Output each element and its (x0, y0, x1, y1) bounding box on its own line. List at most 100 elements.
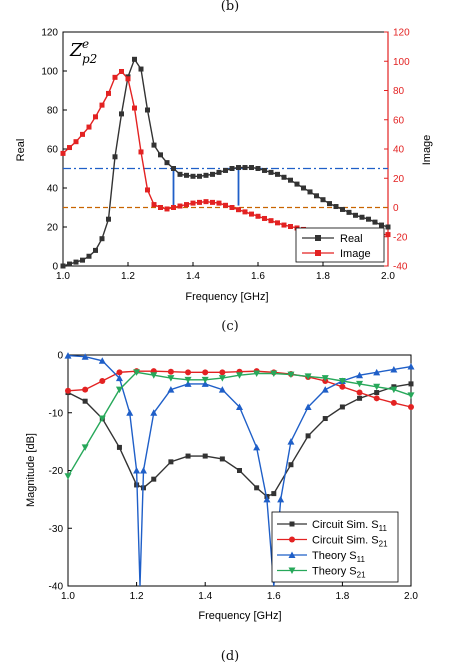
legend-image-label: Image (340, 248, 371, 260)
chart-c-point-real (119, 111, 124, 117)
chart-d-point-3 (373, 383, 381, 391)
chart-c-point-real (138, 66, 144, 72)
chart-d-point-3 (236, 372, 243, 379)
chart-c-point-image (171, 205, 176, 210)
chart-c-point-image (190, 200, 196, 206)
chart-c-point-real (132, 56, 137, 62)
chart-c-point-real (197, 173, 202, 179)
chart-d-point-1 (65, 387, 71, 394)
chart-c-xtick-label: 1.2 (121, 271, 135, 282)
chart-d-point-0 (357, 395, 363, 401)
chart-d-point-0 (237, 468, 242, 473)
chart-c-point-image (223, 202, 228, 208)
chart-c-point-image (158, 205, 163, 210)
chart-d-point-2 (277, 495, 285, 503)
chart-c-point-real (359, 214, 365, 220)
chart-c-ytick-left-label: 80 (47, 106, 59, 117)
chart-c-point-real (288, 177, 293, 183)
chart-c-point-real (67, 261, 72, 267)
chart-c-point-image (93, 114, 98, 120)
chart-c-point-image (67, 145, 72, 151)
chart-d-xtick-label: 1.8 (335, 591, 349, 602)
chart-d-point-3 (98, 415, 106, 423)
chart-c-point-real (340, 206, 345, 212)
chart-c-point-image (112, 74, 118, 80)
chart-d-point-0 (408, 381, 414, 387)
chart-c-point-image (385, 232, 391, 238)
chart-c-point-image (138, 149, 144, 155)
chart-c-ytick-right-label: 100 (393, 57, 410, 68)
chart-c-point-real (151, 142, 157, 148)
chart-c-point-real (190, 173, 196, 179)
chart-d-point-3 (167, 375, 175, 382)
chart-d-point-1 (167, 368, 174, 375)
chart-d-series-line-2 (67, 354, 412, 587)
chart-c-point-real (223, 167, 228, 173)
chart-d-point-2 (321, 386, 329, 393)
chart-c-point-image (86, 124, 92, 130)
chart-d-point-2 (167, 386, 175, 393)
chart-c-ylabel-left: Real (15, 139, 27, 162)
chart-c-point-real (229, 166, 235, 171)
chart-d-point-2 (407, 363, 415, 370)
legend-label-3: Theory S21 (312, 566, 366, 580)
chart-c-point-image (262, 215, 267, 221)
chart-d-point-0 (254, 485, 260, 491)
chart-c-point-real (255, 166, 261, 171)
chart-c-xlabel: Frequency [GHz] (185, 291, 268, 303)
chart-d-point-3 (201, 376, 209, 384)
chart-c-point-real (275, 171, 280, 177)
chart-d-point-2 (304, 403, 312, 410)
chart-c-point-real (99, 236, 105, 242)
chart-d-xtick-label: 1.4 (198, 591, 212, 602)
chart-c-point-image (164, 206, 170, 212)
chart-d-point-2 (139, 467, 147, 474)
chart-c-point-real (86, 253, 92, 259)
chart-c-point-real (294, 181, 300, 187)
chart-d-point-0 (185, 453, 191, 459)
chart-c-point-image (99, 102, 105, 108)
chart-c-point-image (281, 222, 287, 228)
chart-c-point-real (372, 219, 378, 225)
chart-d-point-2 (218, 386, 226, 393)
chart-d-point-3 (356, 380, 364, 388)
caption-b: (b) (221, 0, 239, 14)
chart-d-ytick-label: -20 (49, 466, 64, 477)
chart-d-point-3 (81, 444, 89, 451)
chart-d-point-3 (338, 377, 346, 385)
chart-d-point-0 (116, 444, 122, 450)
chart-d-ytick-label: -30 (49, 524, 64, 535)
chart-d-point-1 (185, 369, 192, 376)
chart-c-point-real (73, 259, 79, 265)
chart-c-point-image (229, 205, 235, 210)
chart-c-point-real (145, 107, 150, 113)
legend-marker-0 (289, 521, 295, 527)
chart-c-point-real (158, 152, 163, 158)
chart-d-point-0 (219, 456, 225, 462)
legend-real-marker (315, 235, 321, 241)
chart-d-point-2 (98, 357, 106, 364)
chart-c-point-image (249, 211, 254, 217)
chart-d-point-1 (202, 369, 209, 376)
chart-c-point-real (333, 204, 339, 210)
chart-c-point-image (106, 90, 111, 96)
chart-d-point-3 (150, 372, 158, 379)
chart-c-point-image (203, 199, 209, 205)
chart-d-point-2 (150, 409, 158, 416)
chart-c-point-real (106, 216, 111, 222)
chart-c-point-real (203, 172, 209, 178)
chart-c-point-real (353, 212, 358, 218)
chart-c-xtick-label: 1.0 (56, 271, 70, 282)
chart-d-point-3 (270, 370, 278, 377)
chart-d-ytick-label: 0 (57, 351, 63, 362)
chart-c-impedance: 1.0 1.2 1.4 1.6 1.8 2.0 0 20 40 60 80 100 120 -40 -20 0… (15, 28, 433, 304)
chart-c-point-real (210, 171, 215, 177)
chart-c-xtick-label: 2.0 (381, 271, 395, 282)
chart-d-point-2 (356, 371, 364, 379)
chart-d-xtick-label: 2.0 (404, 591, 418, 602)
chart-d-point-3 (133, 369, 141, 376)
chart-c-point-real (80, 257, 85, 263)
chart-d-point-1 (390, 399, 397, 406)
chart-d-point-2 (64, 352, 72, 359)
chart-c-point-real (177, 171, 183, 177)
